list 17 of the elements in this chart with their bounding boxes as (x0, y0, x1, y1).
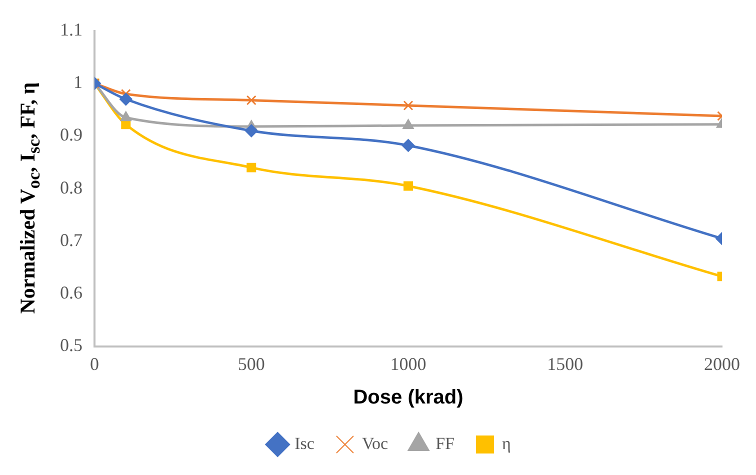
x-tick-label: 0 (90, 354, 99, 374)
y-tick-label: 0.6 (60, 282, 82, 303)
x-tick-label: 500 (238, 354, 265, 374)
x-axis-title: Dose (krad) (353, 386, 464, 409)
x-tick-label: 2000 (704, 354, 740, 374)
y-tick-label: 1.1 (60, 20, 82, 40)
y-tick-label: 0.8 (60, 177, 82, 198)
legend-label: η (502, 434, 511, 453)
x-tick-label: 1000 (390, 354, 426, 374)
legend-label: Isc (294, 434, 315, 453)
y-tick-label: 0.9 (60, 124, 82, 145)
legend-label: Voc (362, 434, 389, 453)
x-tick-label: 1500 (547, 354, 584, 374)
legend-label: FF (436, 434, 454, 453)
y-tick-label: 1 (74, 72, 82, 92)
y-tick-label: 0.5 (60, 335, 82, 356)
y-tick-label: 0.7 (60, 230, 82, 250)
